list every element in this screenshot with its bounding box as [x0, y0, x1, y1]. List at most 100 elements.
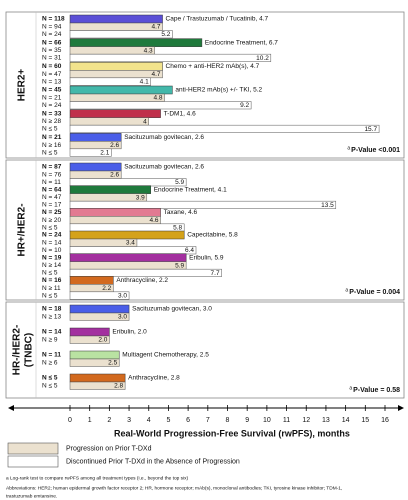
x-tick-label: 2 — [107, 417, 111, 424]
bar — [69, 101, 252, 110]
bar-label: Sacituzumab govitecan, 2.6 — [124, 164, 204, 171]
n-label: N = 21 — [42, 95, 62, 102]
x-tick-label: 14 — [342, 417, 350, 424]
p-value: P-Value = 0.58 — [353, 387, 400, 394]
bar-label: Sacituzumab govitecan, 3.0 — [132, 306, 212, 313]
value-label: 3.4 — [126, 240, 135, 247]
bar — [69, 291, 130, 300]
bar-label: Cape / Trastuzumab / Tucatinib, 4.7 — [166, 16, 269, 23]
n-label: N ≤ 5 — [42, 292, 58, 299]
value-label: 4.7 — [151, 24, 160, 31]
n-label: N ≥ 13 — [42, 314, 61, 321]
bar — [69, 381, 126, 390]
value-label: 15.7 — [364, 126, 377, 133]
n-label: N = 17 — [42, 202, 62, 209]
p-value: P-Value <0.001 — [351, 147, 400, 154]
bar — [69, 77, 151, 86]
n-label: N = 47 — [42, 71, 62, 78]
n-label: N = 87 — [42, 164, 62, 171]
bar — [69, 22, 163, 31]
x-tick-label: 12 — [302, 417, 310, 424]
bar-label: Multiagent Chemotherapy, 2.5 — [122, 352, 209, 359]
bar — [69, 46, 155, 55]
value-label: 4.6 — [150, 217, 159, 224]
x-tick-label: 1 — [88, 417, 92, 424]
value-label: 6.4 — [185, 247, 194, 254]
n-label: N = 33 — [42, 110, 62, 117]
n-label: N ≥ 28 — [42, 118, 61, 125]
n-label: N = 31 — [42, 55, 62, 62]
bar — [69, 53, 272, 62]
p-value-note: a — [349, 385, 352, 391]
bar-label: Anthracycline, 2.8 — [128, 375, 180, 382]
p-value: P-Value = 0.004 — [349, 289, 400, 296]
bar — [69, 109, 161, 118]
bar — [69, 14, 163, 24]
n-label: N ≤ 5 — [42, 126, 58, 133]
bar — [69, 304, 130, 314]
p-value-note: a — [345, 287, 348, 293]
x-tick-label: 10 — [263, 417, 271, 424]
bar — [69, 230, 185, 240]
footnote: a Log-rank test to compare rwPFS among a… — [6, 475, 189, 481]
bar-label: Eribulin, 2.0 — [112, 329, 147, 336]
n-label: N = 19 — [42, 254, 62, 261]
value-label: 3.9 — [136, 194, 145, 201]
value-label: 4.1 — [140, 79, 149, 86]
n-label: N = 24 — [42, 102, 62, 109]
bar — [69, 85, 173, 95]
n-label: N ≥ 11 — [42, 285, 61, 292]
n-label: N ≥ 9 — [42, 337, 58, 344]
x-tick-label: 4 — [147, 417, 151, 424]
x-tick-label: 0 — [68, 417, 72, 424]
legend-label: Discontinued Prior T-DXd in the Absence … — [66, 458, 240, 465]
panel-frame — [5, 159, 405, 301]
bar — [69, 133, 122, 142]
bar — [69, 268, 222, 277]
value-label: 13.5 — [321, 202, 334, 209]
bar-label: anti-HER2 mAb(s) +/- TKI, 5.2 — [175, 87, 262, 94]
value-label: 5.8 — [173, 225, 182, 232]
bar — [69, 276, 114, 285]
bar — [69, 148, 112, 157]
n-label: N = 47 — [42, 194, 62, 201]
bar — [69, 178, 187, 187]
value-label: 2.1 — [100, 150, 109, 157]
n-label: N ≥ 14 — [42, 262, 61, 269]
n-label: N = 14 — [42, 329, 62, 336]
footnote: Abbreviations: HER2; human epidermal gro… — [6, 485, 342, 491]
value-label: 7.7 — [211, 270, 220, 277]
value-label: 10.2 — [256, 55, 269, 62]
n-label: N ≥ 6 — [42, 360, 58, 367]
n-label: N = 10 — [42, 247, 62, 254]
footnote: trastuzumab emtansine. — [6, 493, 57, 499]
n-label: N = 18 — [42, 306, 62, 313]
x-tick-label: 9 — [245, 417, 249, 424]
legend-label: Progression on Prior T-DXd — [66, 445, 152, 452]
n-label: N = 11 — [42, 352, 61, 359]
bar — [69, 216, 161, 225]
n-label: N = 45 — [42, 87, 62, 94]
panel-label: HR-/HER2- — [12, 325, 23, 376]
bar-label: Sacituzumab govitecan, 2.6 — [124, 134, 204, 141]
panel-label: HER2+ — [17, 69, 28, 102]
bar — [69, 162, 122, 172]
n-label: N = 11 — [42, 179, 61, 186]
value-label: 4 — [143, 118, 147, 125]
n-label: N ≤ 5 — [42, 149, 58, 156]
bar — [69, 208, 161, 217]
n-label: N = 13 — [42, 78, 62, 85]
x-tick-label: 8 — [226, 417, 230, 424]
n-label: N = 35 — [42, 47, 62, 54]
value-label: 2.5 — [108, 360, 117, 367]
value-label: 5.2 — [161, 31, 170, 38]
n-label: N ≥ 16 — [42, 142, 61, 149]
value-label: 2.6 — [110, 142, 119, 149]
x-tick-label: 7 — [206, 417, 210, 424]
value-label: 5.9 — [175, 179, 184, 186]
bar — [69, 93, 165, 102]
bar — [69, 124, 380, 133]
legend-swatch — [7, 442, 59, 455]
x-tick-label: 13 — [322, 417, 330, 424]
